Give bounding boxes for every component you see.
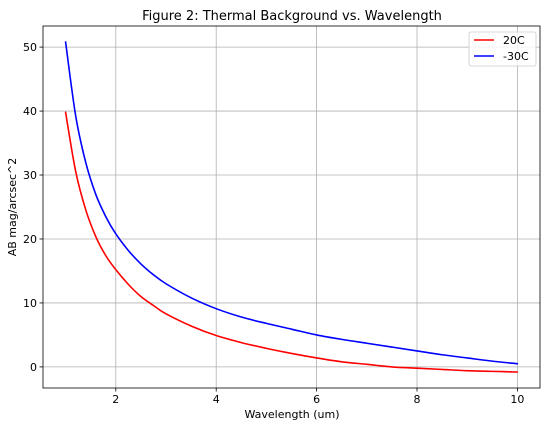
y-tick-label: 10 [23, 297, 37, 310]
x-tick-label: 8 [414, 393, 421, 406]
x-tick-label: 2 [112, 393, 119, 406]
x-tick-label: 10 [510, 393, 524, 406]
legend: 20C -30C [468, 31, 537, 67]
y-axis-title: AB mag/arcsec^2 [6, 158, 19, 257]
x-axis-title: Wavelength (um) [244, 408, 339, 421]
series-layer [64, 41, 519, 373]
series-line-20c [64, 111, 519, 373]
grid-layer [43, 26, 540, 388]
y-tick-label: 20 [23, 233, 37, 246]
plot-frame [42, 25, 541, 389]
x-tick-label: 4 [213, 393, 220, 406]
y-tick-label: 50 [23, 41, 37, 54]
legend-label-20c: 20C [503, 34, 525, 47]
y-tick-label: 40 [23, 105, 37, 118]
y-tick-label: 0 [30, 361, 37, 374]
series-line-minus-30c [64, 41, 519, 365]
x-tick-label: 6 [313, 393, 320, 406]
legend-label-minus-30c: -30C [503, 50, 529, 63]
chart-title: Figure 2: Thermal Background vs. Wavelen… [142, 9, 442, 24]
y-tick-label: 30 [23, 169, 37, 182]
tick-layer: 2 4 6 8 10 0 10 20 30 40 50 [23, 41, 524, 406]
